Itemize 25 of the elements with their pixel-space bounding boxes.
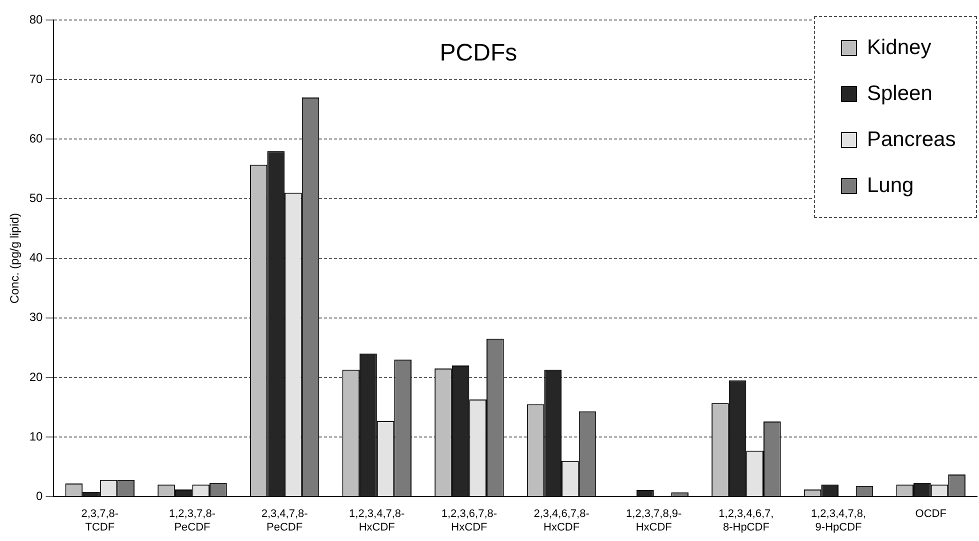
y-axis-title: Conc. (pg/g lipid) bbox=[8, 212, 22, 304]
x-tick-label: 1,2,3,6,7,8- HxCDF bbox=[441, 508, 498, 534]
x-tick-label: 1,2,3,4,6,7, 8-HpCDF bbox=[718, 508, 774, 534]
x-tick-label: 2,3,4,7,8- PeCDF bbox=[261, 508, 308, 534]
x-tick-label: 2,3,7,8- TCDF bbox=[81, 508, 119, 534]
y-tick-label: 80 bbox=[29, 12, 44, 26]
y-tick-label: 40 bbox=[29, 250, 44, 265]
y-tick-label: 20 bbox=[29, 370, 44, 384]
x-tick-label: OCDF bbox=[915, 508, 947, 520]
y-tick-label: 50 bbox=[29, 191, 44, 206]
y-tick-label: 30 bbox=[29, 310, 44, 324]
x-tick-label: 1,2,3,4,7,8- HxCDF bbox=[349, 508, 406, 534]
x-tick-label: 1,2,3,4,7,8, 9-HpCDF bbox=[810, 508, 866, 534]
x-tick-label: 1,2,3,7,8- PeCDF bbox=[168, 508, 216, 534]
x-tick-label: 1,2,3,7,8,9- HxCDF bbox=[626, 508, 682, 534]
legend-label: Lung bbox=[867, 174, 914, 198]
legend-label: Kidney bbox=[867, 36, 932, 60]
y-tick-label: 0 bbox=[36, 488, 44, 503]
legend-label: Pancreas bbox=[867, 128, 956, 152]
y-tick-label: 70 bbox=[29, 72, 44, 86]
y-tick-label: 10 bbox=[29, 429, 44, 444]
legend-label: Spleen bbox=[867, 82, 932, 106]
text: PCDFs bbox=[440, 40, 518, 67]
y-tick-label: 60 bbox=[29, 131, 44, 146]
x-tick-label: 2,3,4,6,7,8- HxCDF bbox=[534, 508, 590, 534]
